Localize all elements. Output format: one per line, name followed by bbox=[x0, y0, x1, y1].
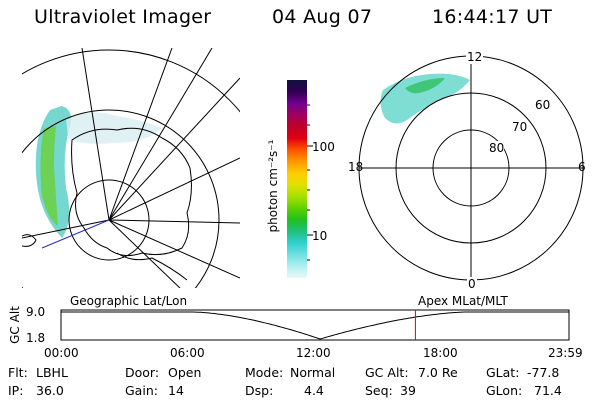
altitude-curve bbox=[61, 311, 569, 340]
lat-circle-far bbox=[22, 49, 240, 113]
time-tick: 00:00 bbox=[44, 346, 79, 360]
lat-circle-inner bbox=[68, 179, 150, 261]
dsp-value: 4.4 bbox=[304, 383, 324, 398]
flt-label: Flt: bbox=[8, 365, 28, 380]
aurora-emission-faint bbox=[66, 112, 162, 144]
time-tick: 06:00 bbox=[170, 346, 205, 360]
glon-label: GLon: bbox=[486, 383, 523, 398]
colorbar-tick-label: 10 bbox=[312, 229, 328, 243]
sun-direction-line bbox=[41, 219, 110, 249]
continent-outline bbox=[71, 127, 192, 257]
geographic-map bbox=[22, 48, 240, 288]
time-label: 16:44:17 UT bbox=[432, 6, 553, 28]
door-label: Door: bbox=[125, 365, 160, 380]
aurora-emission-green bbox=[40, 126, 58, 226]
colorbar-unit-label: photon cm⁻²s⁻¹ bbox=[266, 139, 280, 233]
altitude-right-title: Apex MLat/MLT bbox=[418, 294, 508, 308]
time-tick: 18:00 bbox=[423, 346, 458, 360]
meridian-lines bbox=[22, 48, 240, 288]
flt-value: LBHL bbox=[36, 365, 68, 380]
mode-label: Mode: bbox=[245, 365, 284, 380]
gcalt-value: 7.0 Re bbox=[418, 365, 458, 380]
coast-outline-west bbox=[22, 234, 37, 247]
gain-label: Gain: bbox=[125, 383, 158, 398]
colorbar-tick-marks bbox=[307, 104, 313, 261]
lat-label-60: 60 bbox=[535, 98, 551, 112]
glat-label: GLat: bbox=[486, 365, 520, 380]
colorbar-gradient bbox=[287, 80, 307, 278]
instrument-title: Ultraviolet Imager bbox=[34, 6, 212, 28]
date-label: 04 Aug 07 bbox=[272, 6, 373, 28]
mlt-label-noon: 12 bbox=[466, 50, 484, 64]
altitude-frame bbox=[60, 309, 570, 341]
colorbar bbox=[287, 80, 307, 278]
altitude-ylabel: GC Alt bbox=[7, 306, 22, 344]
aurora-emission-polar-core bbox=[405, 78, 445, 94]
altitude-ymax: 9.0 bbox=[26, 305, 46, 319]
seq-label: Seq: bbox=[365, 383, 393, 398]
ip-label: IP: bbox=[8, 383, 24, 398]
time-tick: 12:00 bbox=[296, 346, 331, 360]
altitude-left-title: Geographic Lat/Lon bbox=[70, 294, 188, 308]
coast-outline-south bbox=[116, 252, 188, 281]
mode-value: Normal bbox=[290, 365, 336, 380]
gain-value: 14 bbox=[168, 383, 184, 398]
altitude-plot bbox=[60, 309, 570, 341]
gcalt-label: GC Alt: bbox=[365, 365, 409, 380]
time-tick: 23:59 bbox=[548, 346, 583, 360]
ip-value: 36.0 bbox=[36, 383, 64, 398]
mlt-label-dawn: 6 bbox=[578, 160, 586, 174]
polar-mlt-plot bbox=[358, 55, 584, 281]
seq-value: 39 bbox=[400, 383, 416, 398]
glat-value: -77.8 bbox=[527, 365, 560, 380]
door-value: Open bbox=[168, 365, 202, 380]
mlt-label-midnight: 0 bbox=[467, 277, 477, 291]
lat-label-70: 70 bbox=[512, 120, 528, 134]
colorbar-tick-label: 100 bbox=[312, 140, 335, 154]
altitude-ymin: 1.8 bbox=[26, 331, 46, 345]
glon-value: 71.4 bbox=[534, 383, 562, 398]
lat-label-80: 80 bbox=[489, 141, 505, 155]
aurora-emission-polar bbox=[380, 73, 470, 124]
mlt-label-dusk: 18 bbox=[348, 160, 364, 174]
lat-circle-outer bbox=[22, 109, 220, 288]
dsp-label: Dsp: bbox=[245, 383, 274, 398]
